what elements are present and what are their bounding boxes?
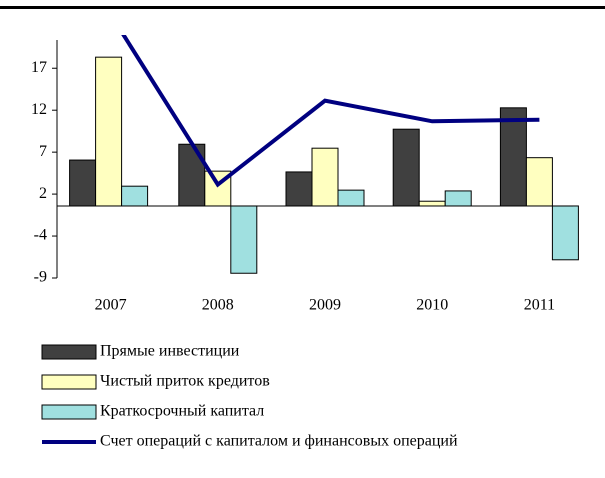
bar: [311, 147, 339, 207]
bar: [444, 190, 472, 207]
y-tick-label: 7: [39, 143, 47, 160]
x-tick-label: 2010: [416, 297, 448, 314]
legend-label: Прямые инвестиции: [100, 343, 240, 360]
legend-swatch: [41, 374, 97, 390]
bar: [418, 200, 446, 207]
bar: [337, 189, 365, 207]
line-series: [121, 35, 540, 188]
x-tick-label: 2008: [202, 297, 234, 314]
x-tick-label: 2011: [524, 297, 555, 314]
bar: [285, 171, 313, 207]
legend-swatch: [41, 404, 97, 420]
bar: [525, 157, 553, 207]
bar: [95, 56, 123, 207]
legend-label: Счет операций с капиталом и финансовых о…: [100, 433, 458, 450]
x-tick-label: 2007: [95, 297, 127, 314]
bar: [551, 205, 579, 261]
x-tick-label: 2009: [309, 297, 341, 314]
legend-swatch: [41, 344, 97, 360]
bar: [392, 128, 420, 207]
legend-label: Краткосрочный капитал: [100, 403, 264, 420]
bar: [230, 205, 258, 274]
bar: [69, 159, 97, 207]
line-layer: [121, 35, 540, 188]
y-tick-label: 2: [39, 185, 47, 202]
bar: [178, 143, 206, 207]
y-tick-label: -9: [34, 269, 47, 286]
y-tick-label: 12: [31, 101, 47, 118]
y-tick-label: -4: [34, 227, 47, 244]
top-rule: [0, 6, 605, 9]
legend-label: Чистый приток кредитов: [100, 373, 270, 390]
y-tick-label: 17: [31, 59, 47, 76]
bar: [499, 107, 527, 207]
bar: [121, 185, 149, 207]
